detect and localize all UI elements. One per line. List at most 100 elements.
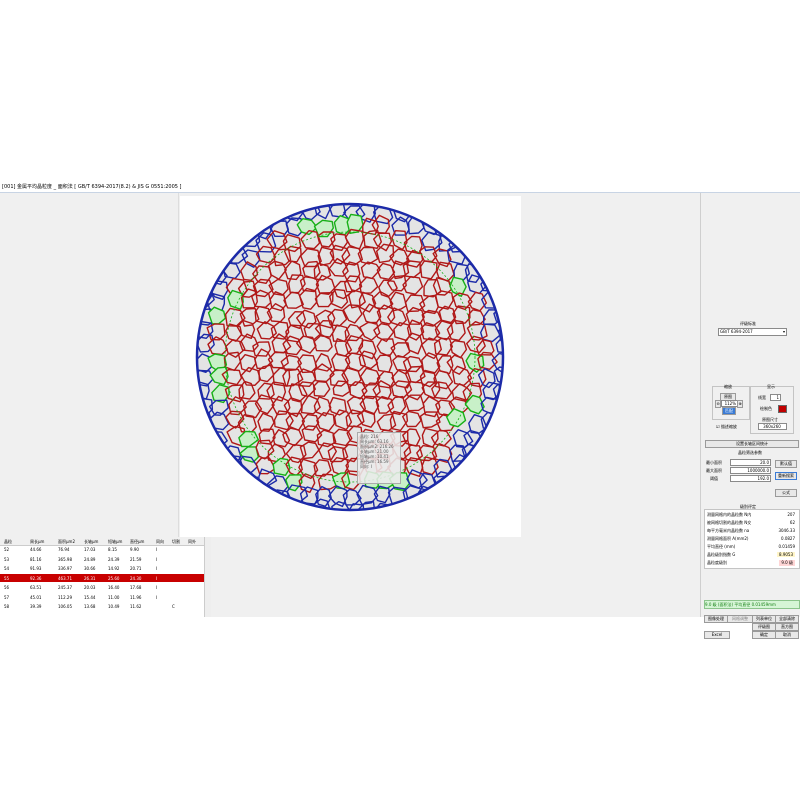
result-value: 3046.33 — [778, 528, 795, 533]
histogram-button[interactable]: 直方图 — [775, 623, 799, 631]
tooltip-line: 周长μm: 63.16 — [360, 439, 389, 444]
image-process-button[interactable]: 图像处理 — [704, 615, 728, 623]
table-cell: I — [156, 594, 158, 600]
result-key: 平均直径 (mm) — [707, 544, 736, 549]
table-cell: 17.68 — [130, 585, 142, 590]
ok-button[interactable]: 确定 — [752, 631, 776, 639]
table-cell: 53 — [4, 556, 10, 562]
column-header[interactable]: 同向 — [156, 539, 164, 544]
table-cell: I — [156, 566, 158, 571]
grain-tooltip: 晶粒: 216 周长μm: 63.16 面积μm2: 216.26 长轴μm: 21.… — [357, 432, 401, 484]
column-header[interactable]: 长轴μm — [84, 539, 99, 544]
table-scrollbar[interactable] — [204, 537, 211, 617]
scale-checkbox[interactable]: ☑ 描述缩放 — [716, 424, 737, 430]
table-cell: 26.31 — [84, 575, 96, 581]
column-header[interactable]: 短轴μm — [108, 539, 123, 544]
table-cell: 245.37 — [58, 585, 72, 590]
table-row[interactable]: 53 81.16 365.98 24.89 24.39 21.59 I — [0, 555, 204, 563]
result-row: 测量网格面积 A(mm2) 0.0827 — [705, 535, 797, 542]
table-cell: 8.15 — [108, 547, 117, 552]
clear-all-button[interactable]: 全部清除 — [775, 615, 799, 623]
tooltip-line: 直径μm: 16.59 — [360, 459, 389, 464]
research-button[interactable]: 重新搜索 — [775, 472, 797, 480]
grid-adjust-button[interactable]: 网格调整 — [727, 615, 753, 623]
linewidth-input[interactable]: 1 — [770, 394, 781, 401]
max-area-input[interactable]: 1000000.0 — [730, 467, 771, 474]
table-cell: 20.71 — [130, 566, 142, 571]
table-cell: I — [156, 547, 158, 552]
table-cell: 92.36 — [30, 575, 42, 581]
grain-table[interactable]: 晶粒 周长μm 面积μm2 长轴μm 短轴μm 直径μm 同向 切割 同外 52 44.66 76.… — [0, 537, 211, 617]
inner-grid-circle — [224, 231, 476, 483]
title-bar: [001] 金属平均晶粒度 _ 面积法 [ GB/T 6394-2017(8.2… — [0, 181, 800, 193]
results-box — [704, 509, 800, 569]
formula-button[interactable]: 公式 — [775, 489, 797, 497]
result-value: 0.0827 — [781, 536, 795, 541]
table-cell: 11.62 — [130, 604, 142, 609]
result-key: 测量网格面积 A(mm2) — [707, 536, 749, 541]
list-unit-button[interactable]: 列表单位 — [752, 615, 776, 623]
tooltip-line: 面积μm2: 216.26 — [360, 444, 394, 449]
table-row[interactable]: 57 45.01 112.29 15.44 11.00 11.96 I — [0, 593, 204, 601]
table-cell: 336.97 — [58, 566, 72, 571]
max-area-label: 最大面积 — [706, 468, 722, 473]
table-cell: 10.49 — [108, 604, 120, 609]
table-cell: 20.03 — [84, 585, 96, 590]
zoom-group — [712, 386, 750, 420]
set-axis-interval-button[interactable]: 设置长轴区间统计 — [705, 440, 799, 448]
threshold-input[interactable]: 192.0 — [730, 475, 771, 482]
table-header: 晶粒 周长μm 面积μm2 长轴μm 短轴μm 直径μm 同向 切割 同外 — [0, 537, 204, 546]
column-header[interactable]: 切割 — [172, 539, 180, 544]
table-row[interactable]: 55 92.36 463.71 26.31 25.60 24.30 I — [0, 573, 204, 582]
standard-select[interactable]: GB/T 6394-2017 ▾ — [718, 328, 787, 336]
display-label: 显示 — [767, 384, 775, 389]
table-cell: 21.59 — [130, 556, 142, 562]
zoom-value[interactable]: 112% — [721, 400, 738, 407]
linewidth-label: 线宽 — [758, 395, 766, 400]
table-row[interactable]: 58 39.39 106.05 13.68 10.49 11.62 C — [0, 602, 204, 610]
result-key: 被网格切割的晶粒数 N交 — [707, 520, 752, 525]
table-cell: 58 — [4, 604, 10, 609]
color-swatch[interactable] — [778, 405, 787, 413]
excel-button[interactable]: Excel — [704, 631, 730, 639]
result-row: 平均直径 (mm) 0.01459 — [705, 543, 797, 550]
window-title: [001] 金属平均晶粒度 _ 面积法 [ GB/T 6394-2017(8.2… — [2, 184, 182, 190]
zoom-in-button[interactable]: ⊕ — [737, 400, 743, 408]
grade-chart-button[interactable]: 评级图 — [752, 623, 776, 631]
result-value: 8.9053 — [777, 552, 795, 557]
size-label: 原图尺寸 — [762, 417, 778, 422]
result-key: 测量网格内的晶粒数 N内 — [707, 512, 752, 517]
column-header[interactable]: 同外 — [188, 539, 196, 544]
column-header[interactable]: 周长μm — [30, 539, 45, 544]
table-cell: 13.68 — [84, 604, 96, 609]
column-header[interactable]: 直径μm — [130, 539, 145, 544]
table-cell: 106.05 — [58, 604, 72, 609]
table-cell: 365.98 — [58, 556, 72, 562]
table-cell: 24.39 — [108, 556, 120, 562]
standard-select-value: GB/T 6394-2017 — [720, 329, 753, 334]
column-header[interactable]: 面积μm2 — [58, 539, 75, 544]
grain-image-canvas[interactable] — [180, 196, 521, 537]
min-area-label: 最小面积 — [706, 460, 722, 465]
fit-button[interactable]: 匹配 — [722, 407, 736, 415]
zoom-out-button[interactable]: ⊖ — [715, 400, 721, 408]
result-value: 207 — [787, 512, 795, 517]
cancel-button[interactable]: 取消 — [775, 631, 799, 639]
column-header[interactable]: 晶粒 — [4, 539, 12, 544]
table-cell: 14.92 — [108, 566, 120, 571]
threshold-label: 阈值 — [710, 476, 718, 481]
default-button[interactable]: 默认值 — [775, 460, 797, 468]
grain-boundary-map[interactable] — [180, 196, 521, 537]
grain-params-label: 晶粒筛选参数 — [738, 450, 762, 455]
table-cell: 45.01 — [30, 594, 42, 600]
tooltip-line: 同向: I — [360, 464, 372, 469]
table-cell: 63.51 — [30, 585, 42, 590]
table-row[interactable]: 54 91.93 336.97 30.66 14.92 20.71 I — [0, 564, 204, 572]
table-row[interactable]: 52 44.66 76.94 17.03 8.15 9.90 I — [0, 545, 204, 553]
standard-label: 评级标准 — [740, 321, 756, 326]
table-cell: 39.39 — [30, 604, 42, 609]
table-row[interactable]: 56 63.51 245.37 20.03 16.40 17.68 I — [0, 583, 204, 591]
table-cell: 56 — [4, 585, 10, 590]
min-area-input[interactable]: 20.0 — [730, 459, 771, 466]
chevron-down-icon: ▾ — [782, 329, 785, 334]
